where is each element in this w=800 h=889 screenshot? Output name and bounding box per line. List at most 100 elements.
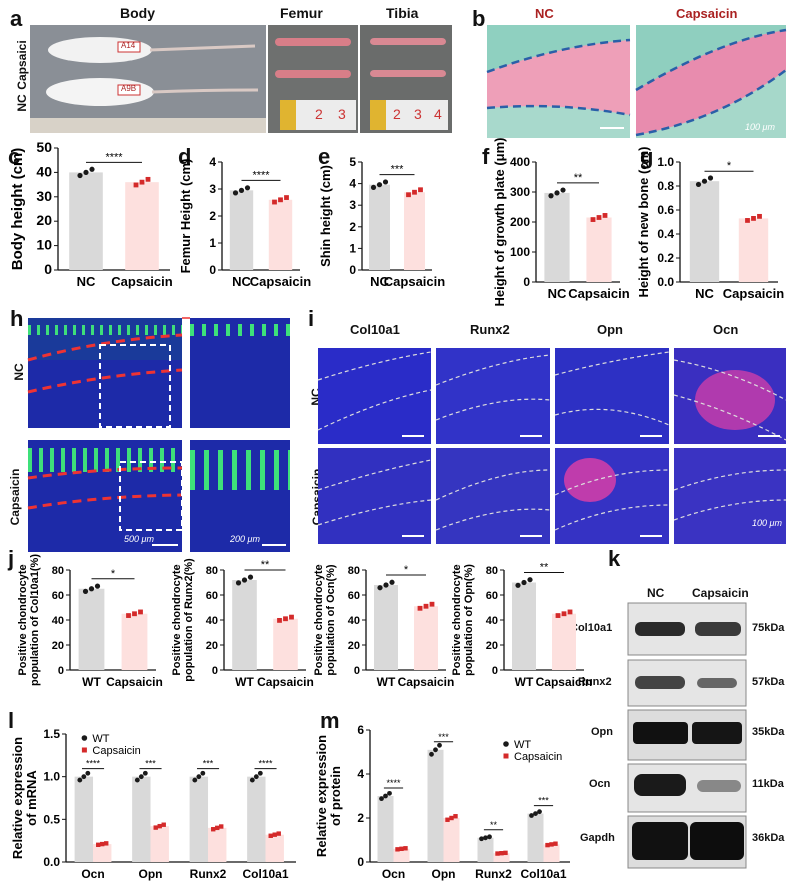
chart-g-ytick-label: 0.0 <box>657 275 674 289</box>
chart-d-bar <box>268 199 293 270</box>
chart-j3-point <box>417 605 423 611</box>
chart-e-xtick-label: Capsaicin <box>384 274 445 289</box>
chart-f-bar <box>586 217 612 282</box>
chart-l-point <box>215 825 220 831</box>
chart-m-point <box>379 796 384 802</box>
chart-j1-point <box>132 611 137 617</box>
chart-l-point <box>196 774 202 780</box>
chart-l-ytick-label: 1.5 <box>43 727 60 741</box>
chart-m-point <box>429 751 434 757</box>
chart-m-bar <box>393 848 410 862</box>
chart-j1-point <box>138 609 143 615</box>
chart-d-point <box>244 185 251 191</box>
chart-m-point <box>553 841 558 846</box>
panel-letter-h: h <box>10 306 24 331</box>
chart-j3-ytick-label: 80 <box>348 565 360 577</box>
chart-j1-ytick-label: 60 <box>52 590 64 602</box>
chart-g-sig-label: * <box>727 160 732 172</box>
chart-j1-ytick-label: 0 <box>58 665 64 677</box>
panel-a-ruler-n4: 3 <box>414 106 422 122</box>
chart-e-ytick-label: 4 <box>349 177 356 191</box>
chart-c-point <box>139 179 145 185</box>
chart-m-ytick-label: 0 <box>357 855 364 869</box>
chart-m-point <box>479 836 484 842</box>
chart-d-ytick-label: 3 <box>209 182 216 196</box>
panel-a-title-tibia: Tibia <box>386 5 419 21</box>
chart-j2-point <box>277 617 282 623</box>
chart-c-xtick-label: NC <box>77 274 96 289</box>
panel-letter-f: f <box>482 144 490 169</box>
chart-j3-xtick-label: WT <box>377 675 396 689</box>
chart-d-ytick-label: 0 <box>209 263 216 277</box>
chart-f-point <box>560 187 566 193</box>
chart-e-ylabel: Shin height (cm) <box>318 165 333 267</box>
chart-j4-ytick-label: 40 <box>486 615 498 627</box>
chart-c-bar <box>125 182 159 270</box>
panel-letter-b: b <box>472 6 486 31</box>
panel-k-protein-runx2: Runx2 <box>578 676 612 688</box>
chart-g-ylabel: Height of new bone (cm) <box>636 147 651 298</box>
chart-m-point <box>399 846 404 851</box>
chart-f-xtick-label: Capsaicin <box>568 286 629 301</box>
chart-f-ytick-label: 0 <box>523 275 530 289</box>
chart-g-point <box>695 181 702 188</box>
chart-g-point <box>701 178 708 184</box>
chart-j1-xtick-label: WT <box>82 675 101 689</box>
chart-j2-point <box>235 580 242 586</box>
chart-l-point <box>85 770 91 776</box>
chart-e-ytick-label: 2 <box>349 220 356 234</box>
chart-f-ytick-label: 200 <box>510 215 530 229</box>
chart-j3-xtick-label: Capsaicin <box>398 675 455 689</box>
chart-m-point <box>453 814 458 819</box>
chart-j4-point <box>521 579 527 586</box>
chart-g-bar <box>738 218 769 282</box>
chart-l-xtick-label: Col10a1 <box>243 867 289 881</box>
chart-j4-bar <box>512 582 536 670</box>
chart-l-xtick-label: Runx2 <box>190 867 227 881</box>
chart-l-ylabel-line1: Relative expression <box>10 737 25 859</box>
chart-j2-xtick-label: Capsaicin <box>257 675 314 689</box>
chart-d-point <box>238 187 245 193</box>
chart-l-sig-label: **** <box>259 759 274 769</box>
chart-j4-ytick-label: 60 <box>486 590 498 602</box>
chart-j1-sig-label: * <box>111 568 116 580</box>
chart-l-sig-label: *** <box>203 759 214 769</box>
chart-m-point <box>445 817 450 822</box>
chart-l-point <box>257 770 263 776</box>
chart-m-xtick-label: Runx2 <box>475 867 512 881</box>
chart-l-point <box>104 841 109 846</box>
chart-l-point <box>77 777 83 783</box>
chart-m-bar <box>543 844 560 862</box>
chart-m-bar <box>477 837 494 862</box>
chart-m-point <box>433 747 438 753</box>
chart-d-ytick-label: 4 <box>209 155 216 169</box>
chart-m-point <box>499 851 504 856</box>
chart-f-bar <box>544 192 570 282</box>
chart-m-legend-label: WT <box>514 739 531 751</box>
chart-m-sig-label: ** <box>490 820 498 830</box>
chart-f-ytick-label: 300 <box>510 185 530 199</box>
chart-m-point <box>387 790 392 796</box>
chart-l-sig-label: *** <box>145 759 156 769</box>
chart-l-point <box>200 770 206 776</box>
chart-m-point <box>529 813 534 818</box>
panel-a-ruler-n5: 4 <box>434 106 442 122</box>
chart-j3-ytick-label: 20 <box>348 640 360 652</box>
chart-j2-bar <box>273 618 298 670</box>
chart-j2-ytick-label: 40 <box>206 615 218 627</box>
chart-l-point <box>100 841 105 847</box>
chart-m-point <box>403 846 408 851</box>
panel-b-title-capsaicin: Capsaicin <box>676 6 738 21</box>
chart-j4-point <box>527 577 533 583</box>
chart-j3-point <box>383 582 389 588</box>
chart-l-sig-label: **** <box>86 759 101 769</box>
chart-m-bar <box>377 796 394 862</box>
chart-m-bar <box>493 853 510 862</box>
chart-l-bar <box>74 776 94 862</box>
chart-j1-bar <box>78 588 105 670</box>
chart-l-point <box>276 831 281 836</box>
chart-j4-bar <box>552 613 576 670</box>
panel-a-tag-2: A9B <box>121 84 137 93</box>
chart-d-point <box>284 195 289 200</box>
panel-k-protein-col10a1: Col10a1 <box>570 622 613 634</box>
